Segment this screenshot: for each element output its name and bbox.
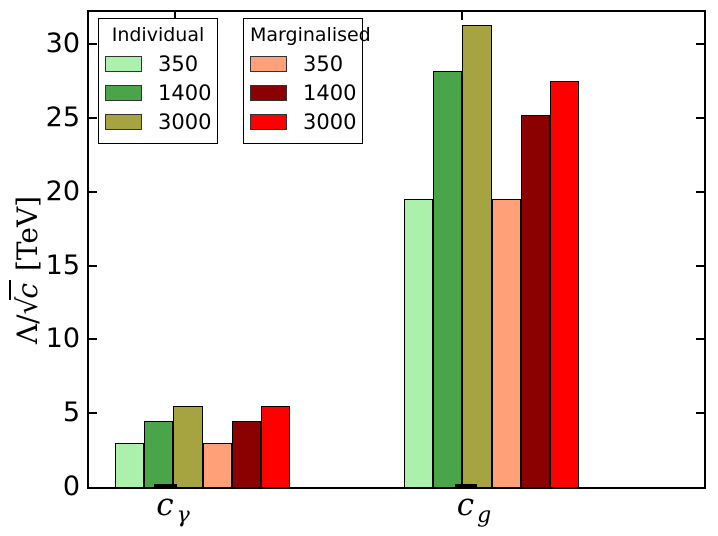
x-tick-mark-top-cgamma — [174, 12, 176, 20]
bar-cgamma-individual-1400 — [144, 420, 174, 487]
y-tick-mark-right-20 — [696, 190, 704, 193]
legend-swatch-marginalised-1400 — [250, 84, 287, 101]
legend-label: 1400 — [158, 80, 212, 105]
bar-cg-marginalised-1400 — [520, 115, 550, 487]
y-tick-label-10: 10 — [45, 323, 80, 355]
bar-cgamma-marginalised-3000 — [261, 405, 291, 487]
legend-label: 1400 — [303, 80, 357, 105]
legend-item: 350 — [250, 49, 356, 78]
x-category-subscript: g — [477, 503, 492, 529]
bar-cg-marginalised-3000 — [550, 81, 580, 487]
bar-cg-individual-350 — [404, 199, 434, 487]
y-axis-label-variable: c — [9, 279, 44, 300]
y-tick-label-5: 5 — [62, 397, 80, 429]
legend-swatch-individual-1400 — [105, 84, 142, 101]
y-tick-mark-right-30 — [696, 43, 704, 46]
x-category-subscript: γ — [176, 503, 190, 529]
y-tick-mark-right-5 — [696, 412, 704, 415]
bar-cg-individual-1400 — [433, 71, 463, 487]
y-tick-label-0: 0 — [62, 471, 80, 502]
y-tick-label-25: 25 — [45, 102, 80, 134]
y-tick-mark-left-5 — [89, 412, 97, 415]
y-tick-label-15: 15 — [45, 249, 80, 281]
y-tick-mark-right-10 — [696, 338, 704, 341]
legend-item: 3000 — [250, 107, 356, 136]
legend-swatch-individual-350 — [105, 55, 142, 72]
y-tick-mark-right-25 — [696, 117, 704, 120]
legend-marginalised: Marginalised 350 1400 3000 — [243, 18, 371, 144]
plot-area: Individual 350 1400 3000 Marginalised 35… — [87, 10, 706, 489]
legend-label: 350 — [303, 51, 344, 76]
y-tick-mark-right-15 — [696, 264, 704, 267]
y-tick-label-30: 30 — [45, 28, 80, 60]
legend-swatch-marginalised-350 — [250, 55, 287, 72]
y-tick-mark-left-20 — [89, 190, 97, 193]
legend-item: 3000 — [105, 107, 211, 136]
legend-item: 1400 — [250, 78, 356, 107]
x-category-base: c — [454, 484, 478, 523]
x-category-base: c — [154, 484, 177, 523]
x-tick-mark-top-cg — [461, 12, 463, 20]
y-tick-mark-left-25 — [89, 117, 97, 120]
legend-swatch-marginalised-3000 — [250, 113, 287, 130]
y-tick-mark-left-15 — [89, 264, 97, 267]
y-tick-label-20: 20 — [45, 175, 80, 207]
bar-cgamma-individual-3000 — [173, 405, 203, 487]
bar-cgamma-marginalised-1400 — [231, 420, 261, 487]
legend-swatch-individual-3000 — [105, 113, 142, 130]
bar-cg-marginalised-350 — [491, 199, 521, 487]
y-tick-mark-left-10 — [89, 338, 97, 341]
legend-marginalised-title: Marginalised — [250, 24, 371, 46]
legend-individual-title: Individual — [111, 24, 205, 46]
legend-item: 1400 — [105, 78, 211, 107]
y-tick-mark-left-30 — [89, 43, 97, 46]
legend-label: 3000 — [303, 109, 357, 134]
legend-label: 350 — [158, 51, 199, 76]
legend-individual: Individual 350 1400 3000 — [98, 18, 218, 144]
bar-cg-individual-3000 — [462, 25, 492, 487]
bar-cgamma-marginalised-350 — [202, 442, 232, 487]
legend-label: 3000 — [158, 109, 212, 134]
legend-item: 350 — [105, 49, 211, 78]
bar-cgamma-individual-350 — [115, 442, 145, 487]
